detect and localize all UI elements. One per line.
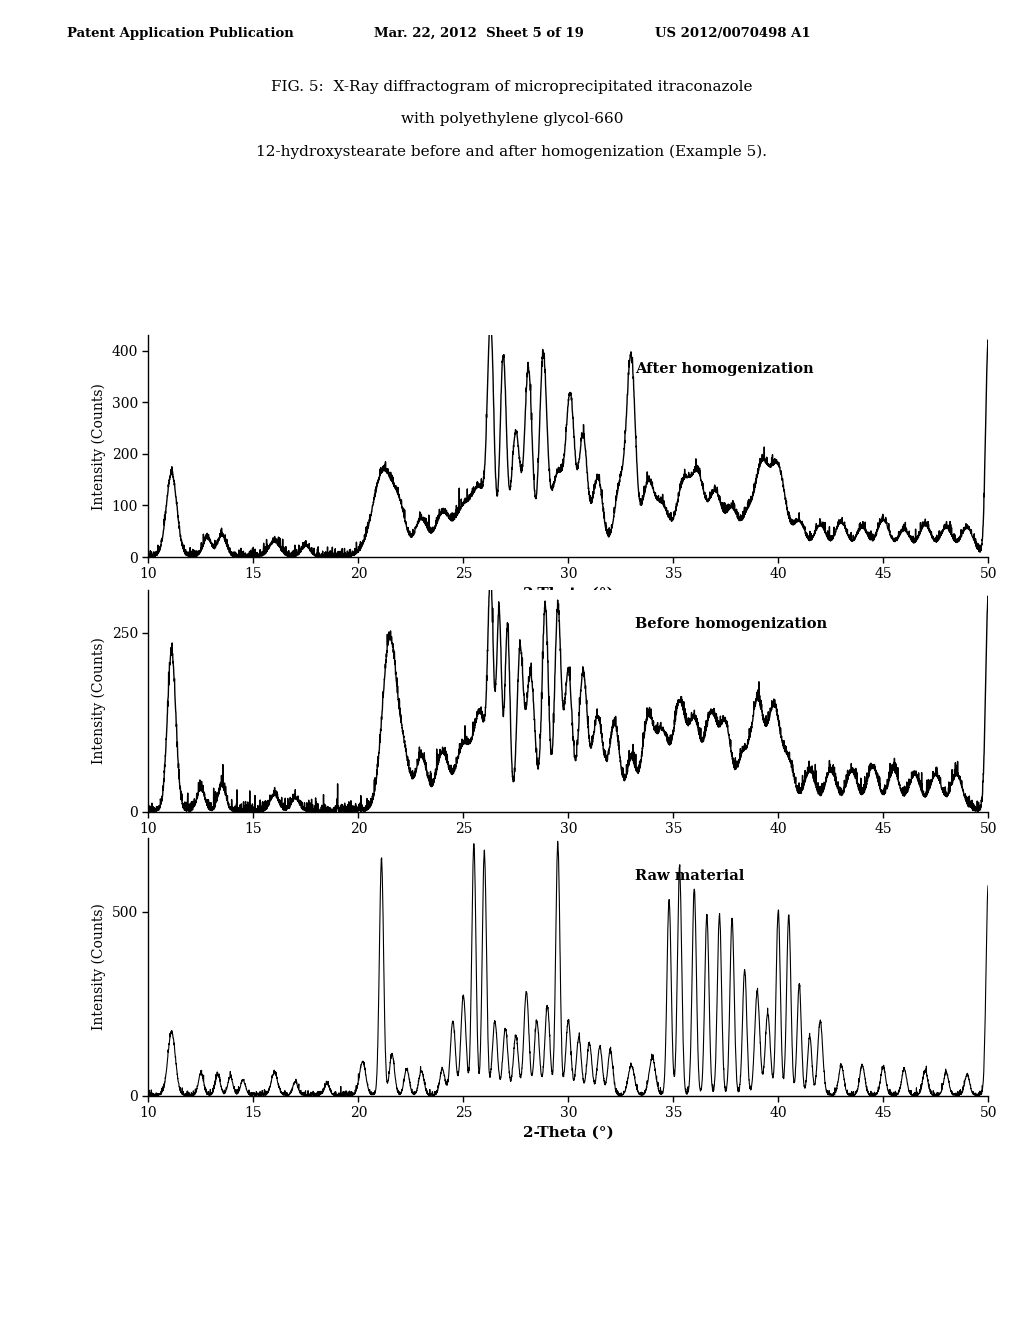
Text: Patent Application Publication: Patent Application Publication	[67, 26, 293, 40]
Text: Raw material: Raw material	[636, 869, 744, 883]
Text: FIG. 5:  X-Ray diffractogram of microprecipitated itraconazole: FIG. 5: X-Ray diffractogram of microprec…	[271, 81, 753, 94]
Text: Mar. 22, 2012  Sheet 5 of 19: Mar. 22, 2012 Sheet 5 of 19	[374, 26, 584, 40]
Y-axis label: Intensity (Counts): Intensity (Counts)	[92, 638, 106, 764]
Text: US 2012/0070498 A1: US 2012/0070498 A1	[655, 26, 811, 40]
X-axis label: 2-Theta (°): 2-Theta (°)	[523, 842, 613, 855]
Y-axis label: Intensity (Counts): Intensity (Counts)	[92, 383, 106, 510]
Text: After homogenization: After homogenization	[636, 362, 814, 376]
X-axis label: 2-Theta (°): 2-Theta (°)	[523, 1126, 613, 1139]
Y-axis label: Intensity (Counts): Intensity (Counts)	[92, 903, 106, 1031]
Text: Before homogenization: Before homogenization	[636, 616, 827, 631]
Text: 12-hydroxystearate before and after homogenization (Example 5).: 12-hydroxystearate before and after homo…	[256, 144, 768, 158]
Text: with polyethylene glycol-660: with polyethylene glycol-660	[400, 112, 624, 127]
X-axis label: 2-Theta (°): 2-Theta (°)	[523, 587, 613, 601]
